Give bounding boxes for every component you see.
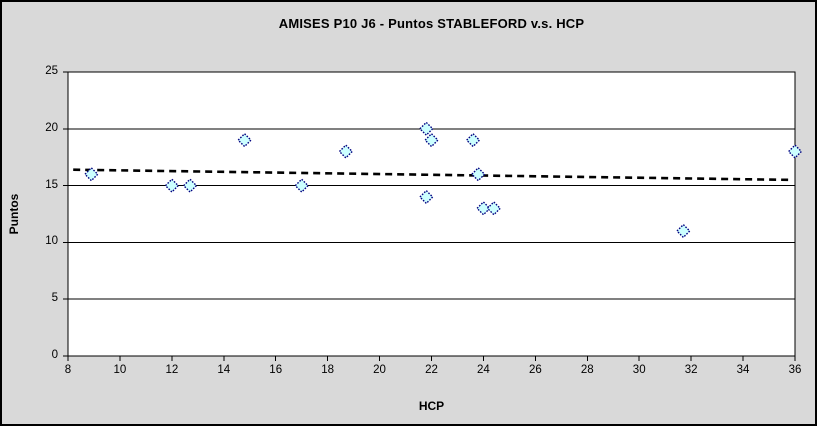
x-tick-label: 8 [64, 364, 72, 376]
data-point-marker[interactable] [465, 132, 481, 148]
plot-border [67, 71, 796, 357]
data-point-marker[interactable] [418, 189, 434, 205]
y-tick-label: 20 [45, 121, 58, 134]
plot-area [63, 71, 803, 361]
scatter-plot-canvas [63, 71, 803, 361]
x-tick-label: 18 [321, 364, 335, 376]
data-point-marker[interactable] [470, 166, 486, 182]
x-tick-label: 14 [217, 364, 231, 376]
data-point-marker[interactable] [182, 178, 198, 193]
y-tick-label: 0 [51, 349, 58, 361]
x-tick-label: 22 [425, 364, 438, 376]
x-tick-label: 24 [477, 364, 490, 376]
x-tick-label: 20 [373, 364, 386, 376]
data-point-marker[interactable] [84, 166, 99, 182]
y-tick-label: 25 [45, 65, 58, 77]
x-tick-label: 34 [736, 364, 750, 376]
x-tick-label: 10 [113, 364, 127, 376]
y-tick-label: 10 [45, 235, 58, 248]
data-point-marker[interactable] [294, 178, 310, 193]
y-axis-title: Puntos [7, 193, 21, 235]
data-point-marker[interactable] [237, 132, 252, 148]
data-point-marker[interactable] [418, 121, 434, 137]
data-point-marker[interactable] [476, 200, 491, 216]
data-point-marker[interactable] [787, 144, 803, 159]
x-tick-label: 26 [528, 364, 542, 376]
data-point-marker[interactable] [338, 144, 354, 159]
x-tick-label: 32 [684, 364, 698, 376]
trendline [73, 168, 793, 182]
data-point-marker[interactable] [164, 178, 180, 193]
chart-title: AMISES P10 J6 - Puntos STABLEFORD v.s. H… [278, 16, 585, 31]
x-tick-label: 16 [269, 364, 283, 376]
x-axis-title: HCP [418, 399, 445, 413]
data-point-marker[interactable] [486, 200, 502, 216]
x-tick-label: 36 [788, 364, 802, 376]
x-tick-label: 28 [580, 364, 594, 376]
data-point-marker[interactable] [424, 132, 439, 148]
x-tick-label: 30 [632, 364, 646, 376]
data-point-marker[interactable] [675, 223, 691, 239]
x-tick-label: 12 [165, 364, 179, 376]
y-tick-label: 5 [51, 292, 58, 305]
y-tick-label: 15 [45, 178, 58, 191]
